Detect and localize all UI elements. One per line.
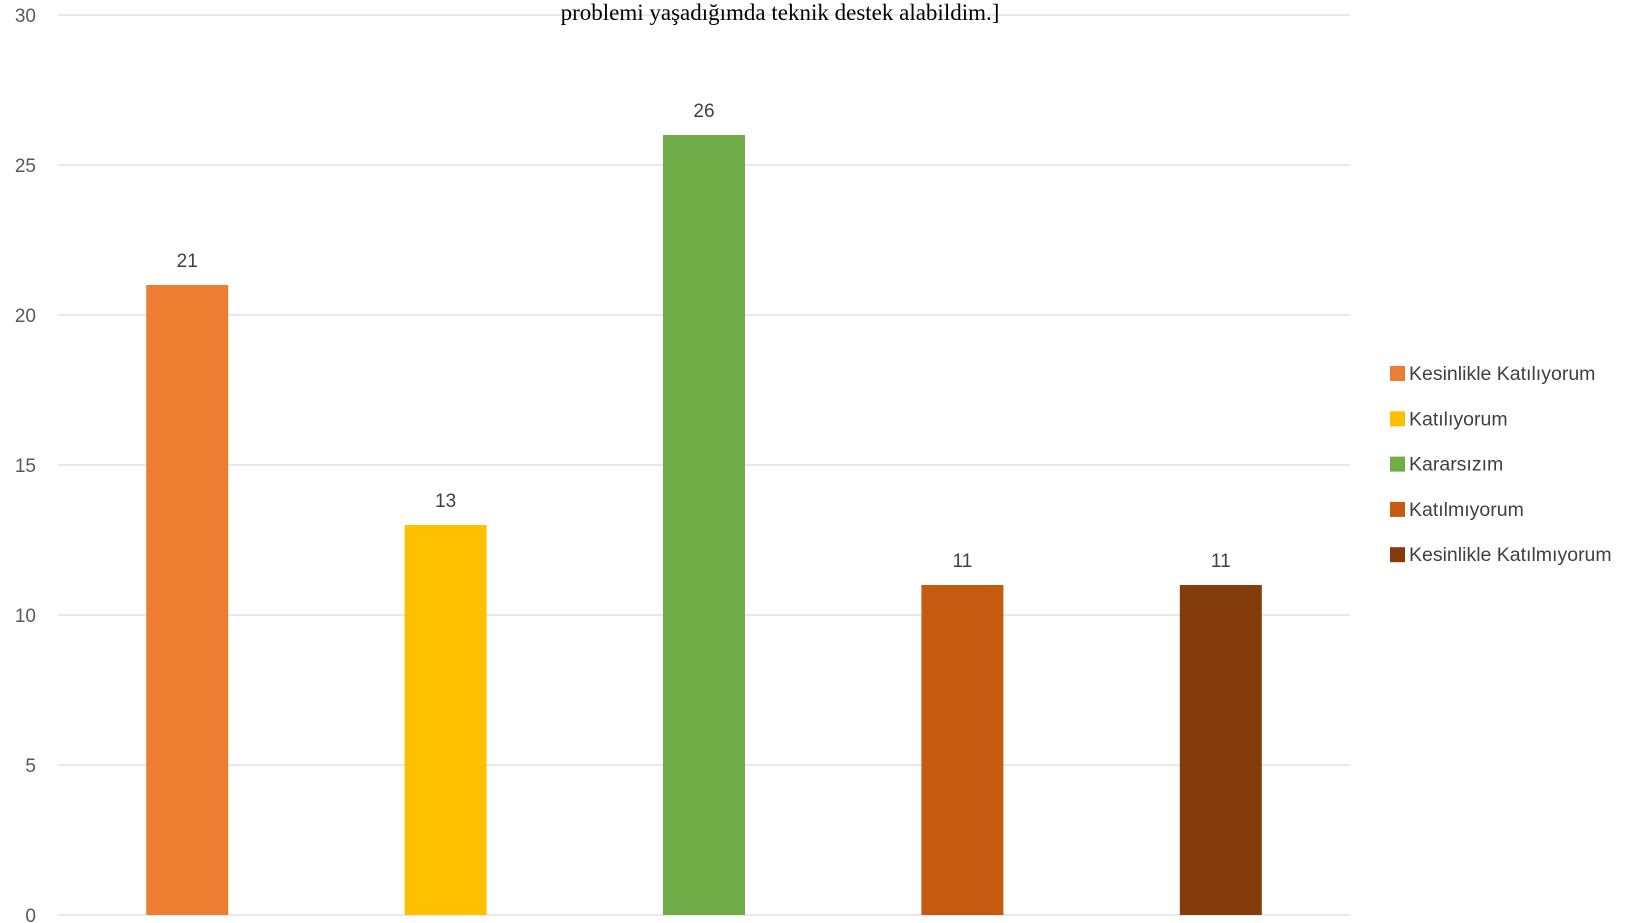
- bars: [146, 135, 1262, 915]
- y-tick-label: 20: [15, 306, 36, 327]
- y-tick-label: 0: [25, 906, 36, 923]
- bar: [146, 285, 229, 915]
- legend-item[interactable]: Kararsızım: [1390, 454, 1503, 476]
- y-tick-label: 10: [15, 606, 36, 627]
- legend-label: Kesinlikle Katılıyorum: [1409, 363, 1595, 385]
- legend-label: Kararsızım: [1409, 454, 1503, 476]
- y-tick-label: 15: [15, 456, 36, 477]
- legend-label: Katılmıyorum: [1409, 499, 1524, 521]
- y-tick-label: 30: [15, 6, 36, 27]
- data-label: 26: [693, 101, 714, 122]
- legend-item[interactable]: Kesinlikle Katılmıyorum: [1390, 544, 1612, 566]
- bar: [663, 135, 745, 915]
- legend[interactable]: Kesinlikle Katılıyorum Katılıyorum Kararsı…: [1390, 363, 1612, 566]
- legend-swatch: [1390, 501, 1405, 517]
- legend-label: Katılıyorum: [1409, 408, 1508, 430]
- y-tick-label: 5: [25, 756, 36, 777]
- data-labels: 21 13 26 11 11: [177, 101, 1231, 572]
- chart-title: problemi yaşadığımda teknik destek alabi…: [561, 0, 1000, 25]
- data-label: 11: [1211, 551, 1231, 572]
- y-tick-label: 25: [15, 156, 36, 177]
- legend-item[interactable]: Kesinlikle Katılıyorum: [1390, 363, 1595, 385]
- data-label: 21: [177, 251, 198, 272]
- legend-item[interactable]: Katılıyorum: [1390, 408, 1508, 430]
- data-label: 13: [435, 491, 456, 512]
- data-label: 11: [953, 551, 973, 572]
- legend-swatch: [1390, 411, 1405, 427]
- bar: [1179, 585, 1262, 915]
- y-axis-tick-labels: 0 5 10 15 20 25 30: [15, 6, 36, 923]
- legend-swatch: [1390, 456, 1405, 472]
- bar: [921, 585, 1004, 915]
- legend-swatch: [1390, 366, 1405, 381]
- legend-swatch: [1390, 547, 1405, 563]
- bar: [404, 525, 487, 915]
- legend-item[interactable]: Katılmıyorum: [1390, 499, 1524, 521]
- legend-label: Kesinlikle Katılmıyorum: [1409, 544, 1612, 566]
